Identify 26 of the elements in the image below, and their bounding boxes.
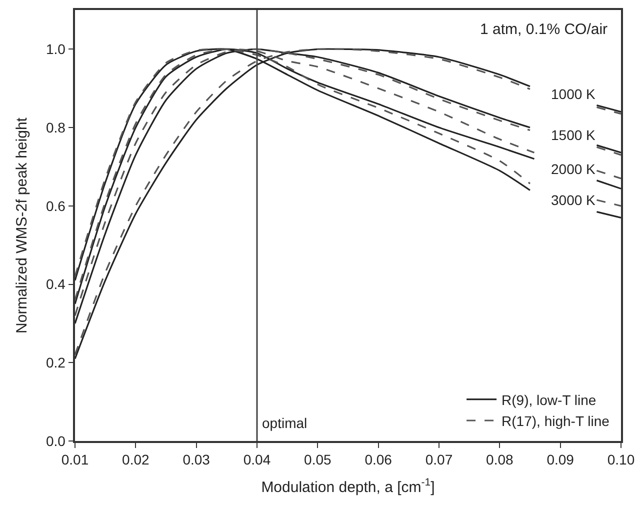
x-tick-label: 0.10 — [607, 452, 635, 468]
x-tick-label: 0.05 — [304, 452, 332, 468]
x-tick-label: 0.04 — [243, 452, 271, 468]
annotation: 1500 K — [551, 127, 596, 143]
annotation: 1 atm, 0.1% CO/air — [480, 21, 608, 38]
x-tick-label: 0.01 — [61, 452, 89, 468]
ref-line-label: optimal — [262, 415, 308, 431]
annotation: 3000 K — [551, 192, 596, 208]
x-tick-label: 0.07 — [425, 452, 453, 468]
y-tick-label: 0.4 — [46, 276, 66, 292]
x-tick-label: 0.03 — [182, 452, 210, 468]
annotation: 1000 K — [551, 86, 596, 102]
y-tick-label: 1.0 — [46, 41, 66, 58]
x-tick-label: 0.06 — [364, 452, 392, 468]
legend-label: R(17), high-T line — [502, 412, 610, 429]
y-tick-label: 0.2 — [46, 354, 66, 371]
x-axis-title: Modulation depth, a [cm$^{-1}$] — [261, 476, 435, 496]
y-axis-title: Normalized WMS-2f peak height — [14, 116, 31, 334]
annotation: 2000 K — [551, 161, 596, 177]
x-tick-label: 0.08 — [486, 452, 514, 468]
x-tick-label: 0.09 — [546, 452, 574, 468]
y-tick-label: 0.0 — [46, 432, 66, 449]
x-tick-label: 0.02 — [122, 452, 150, 468]
legend-label: R(9), low-T line — [502, 392, 596, 408]
y-tick-label: 0.8 — [46, 119, 66, 136]
y-tick-label: 0.6 — [46, 198, 66, 214]
